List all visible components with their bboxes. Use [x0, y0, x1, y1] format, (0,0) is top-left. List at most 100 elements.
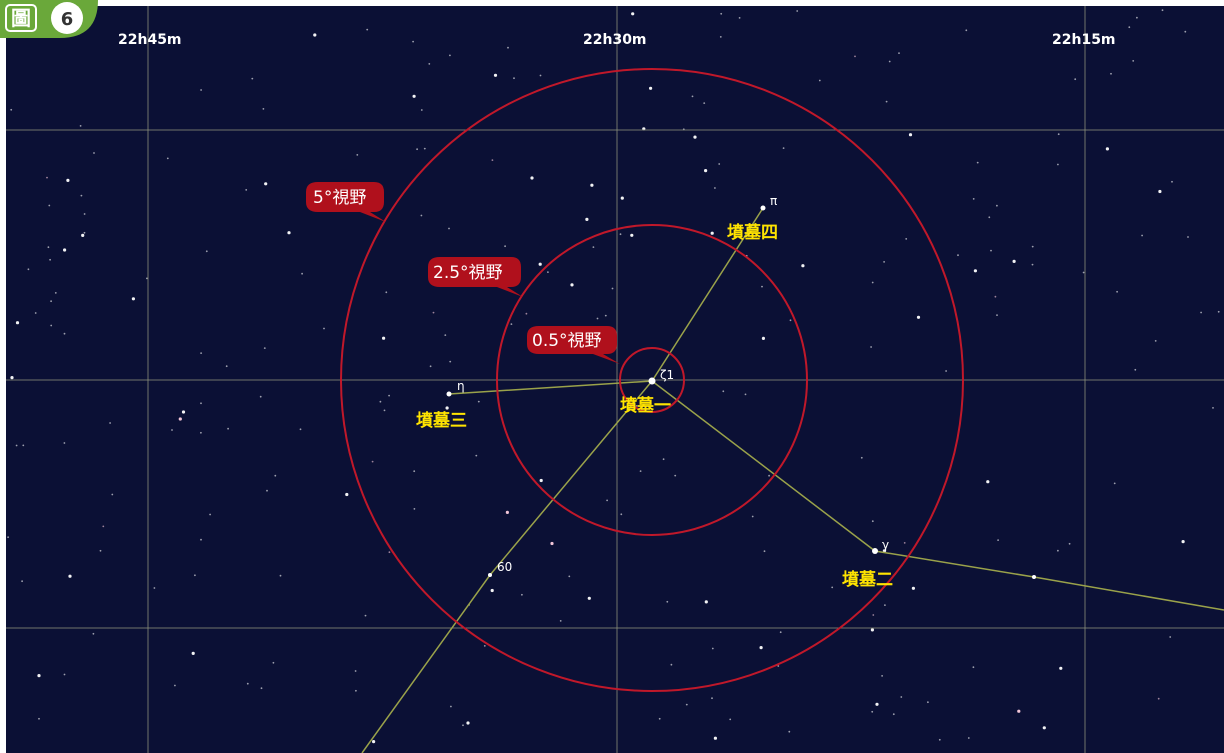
- star: [194, 574, 196, 577]
- star: [831, 586, 834, 589]
- star: [875, 702, 879, 706]
- star: [997, 539, 999, 541]
- star: [92, 632, 95, 635]
- star: [63, 442, 66, 444]
- star: [713, 736, 718, 740]
- star: [768, 474, 770, 477]
- star: [413, 470, 416, 473]
- star: [714, 187, 716, 189]
- star: [504, 245, 506, 248]
- star: [988, 216, 991, 219]
- star: [420, 214, 423, 217]
- star: [260, 687, 263, 690]
- star: [413, 508, 416, 510]
- star: [444, 334, 447, 336]
- star: [429, 365, 432, 368]
- star: [927, 701, 929, 704]
- star: [448, 227, 450, 230]
- star: [50, 324, 53, 327]
- star: [670, 663, 673, 666]
- star: [383, 409, 386, 412]
- star: [388, 394, 390, 397]
- star: [79, 125, 82, 127]
- star: [718, 163, 721, 165]
- star: [10, 376, 14, 380]
- star-name: 墳墓四: [727, 222, 778, 243]
- ra-label: 22h15m: [1052, 32, 1116, 48]
- star: [272, 661, 275, 664]
- star: [111, 493, 114, 496]
- star: [1200, 311, 1202, 314]
- star: [860, 456, 863, 459]
- star: [881, 675, 883, 677]
- star: [872, 614, 875, 616]
- constellation-line: [651, 380, 1224, 611]
- star: [854, 55, 856, 58]
- star: [990, 249, 992, 252]
- star: [658, 717, 661, 720]
- star: [513, 77, 515, 80]
- star: [200, 89, 203, 91]
- star: [63, 248, 67, 252]
- star: [50, 300, 52, 303]
- star: [630, 233, 634, 237]
- star: [1042, 726, 1046, 730]
- star: [957, 254, 959, 257]
- star: [1217, 310, 1220, 313]
- star: [996, 314, 998, 316]
- star: [66, 178, 70, 182]
- star: [1154, 340, 1157, 342]
- star: [693, 135, 697, 139]
- star: [585, 217, 589, 221]
- star-symbol: 60: [497, 560, 512, 574]
- star: [10, 108, 13, 111]
- star: [27, 268, 30, 271]
- star-name: 墳墓二: [842, 569, 893, 590]
- star: [450, 705, 452, 708]
- star: [704, 169, 708, 173]
- star: [1012, 259, 1016, 263]
- star: [649, 86, 653, 90]
- star: [976, 161, 979, 164]
- star: [63, 332, 66, 335]
- star: [153, 587, 156, 589]
- star: [550, 541, 554, 546]
- star: [446, 391, 452, 397]
- star: [871, 710, 874, 713]
- star: [1017, 709, 1021, 713]
- star: [274, 474, 277, 477]
- star: [691, 95, 694, 98]
- star: [761, 285, 763, 288]
- star: [888, 60, 891, 63]
- star: [722, 390, 725, 393]
- star: [606, 499, 608, 502]
- star: [590, 183, 594, 187]
- star: [385, 291, 388, 294]
- star: [870, 346, 872, 348]
- star: [539, 478, 543, 483]
- star: [178, 417, 182, 421]
- star: [965, 29, 968, 32]
- star: [611, 287, 614, 290]
- star: [445, 406, 449, 410]
- star: [34, 312, 37, 314]
- fov-label: 5°視野: [313, 188, 366, 208]
- fov-callout: [428, 257, 523, 297]
- star-name: 墳墓三: [416, 410, 467, 431]
- star: [420, 109, 423, 111]
- star: [200, 402, 202, 405]
- star: [604, 314, 607, 317]
- star: [449, 360, 452, 363]
- star: [1113, 482, 1116, 485]
- star: [466, 721, 470, 725]
- star: [1105, 147, 1109, 151]
- star: [871, 281, 874, 284]
- star: [47, 246, 50, 249]
- star: [181, 410, 186, 414]
- star: [967, 737, 970, 739]
- star: [704, 600, 708, 604]
- star: [779, 631, 782, 634]
- star: [720, 12, 723, 15]
- star: [719, 36, 722, 38]
- star: [648, 377, 656, 385]
